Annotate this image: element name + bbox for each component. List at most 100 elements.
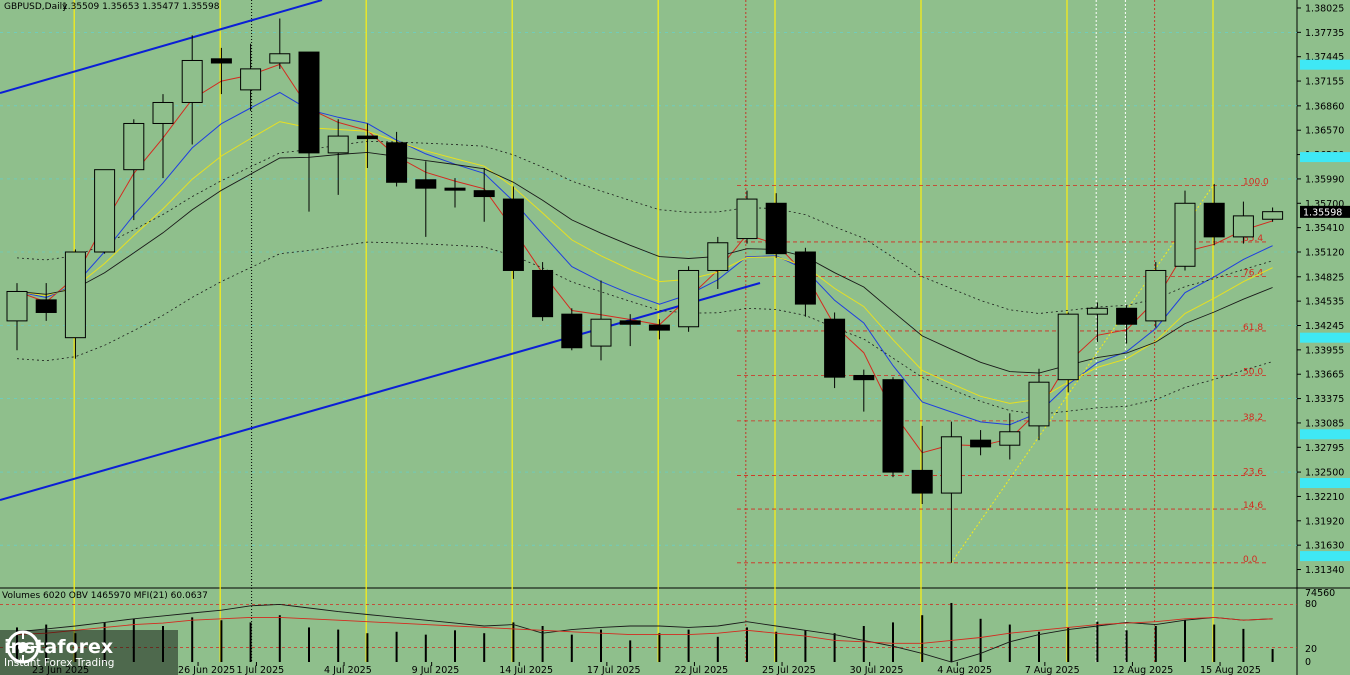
- symbol-label: GBPUSD,Daily: [4, 2, 68, 12]
- bear-candle: [444, 187, 466, 191]
- y-tick-label: 1.35990: [1305, 174, 1344, 185]
- bull-candle: [1262, 211, 1284, 220]
- x-tick-label: 17 Jul 2025: [587, 665, 641, 675]
- bull-candle: [152, 101, 174, 124]
- fib-level-label: 14.6: [1243, 501, 1263, 511]
- ema-yellow-line: [16, 121, 1273, 404]
- bull-candle: [123, 122, 145, 171]
- bear-candle: [473, 190, 495, 198]
- bear-candle: [853, 374, 875, 381]
- fib-level-label: 85.4: [1243, 234, 1263, 244]
- obv-line: [16, 603, 1273, 663]
- bear-candle: [356, 135, 378, 140]
- watermark-brand: instaforex: [4, 635, 114, 658]
- bear-candle: [386, 142, 408, 183]
- x-tick-label: 4 Jul 2025: [324, 665, 372, 675]
- channel-upper-line: [0, 0, 323, 94]
- y-tick-label: 1.32210: [1305, 492, 1344, 503]
- vertical-markers-layer: [73, 0, 1214, 662]
- ema-blue-line: [16, 91, 1273, 426]
- bull-candle: [181, 59, 203, 103]
- bull-candle: [327, 135, 349, 154]
- bear-candle: [561, 313, 583, 349]
- indicator-tick-label: 0: [1305, 657, 1311, 668]
- fib-level-label: 0.0: [1243, 555, 1258, 565]
- bear-candle: [35, 299, 57, 313]
- envelope-upper-line: [16, 140, 1273, 314]
- bear-candle: [619, 320, 641, 325]
- x-tick-label: 30 Jul 2025: [850, 665, 904, 675]
- y-tick-label: 1.34535: [1305, 297, 1344, 308]
- indicator-label: Volumes 6020 OBV 1465970 MFI(21) 60.0637: [2, 591, 208, 601]
- x-tick-label: 9 Jul 2025: [412, 665, 460, 675]
- bear-candle: [648, 324, 670, 331]
- price-level-tag: [1300, 59, 1350, 70]
- y-tick-label: 1.33375: [1305, 394, 1344, 405]
- y-tick-label: 1.31630: [1305, 541, 1344, 552]
- bear-candle: [911, 469, 933, 494]
- y-tick-label: 1.32500: [1305, 468, 1344, 479]
- x-tick-label: 14 Jul 2025: [499, 665, 553, 675]
- bull-candle: [999, 431, 1021, 446]
- y-tick-label: 1.36860: [1305, 101, 1344, 112]
- bull-candle: [707, 242, 729, 271]
- bear-candle: [970, 439, 992, 448]
- x-tick-label: 26 Jun 2025: [178, 665, 235, 675]
- price-level-tag: [1300, 152, 1350, 163]
- ma-black-line: [16, 151, 1273, 374]
- bear-candle: [882, 379, 904, 473]
- bear-candle: [765, 202, 787, 255]
- y-tick-label: 1.34245: [1305, 321, 1344, 332]
- fib-level-label: 61.8: [1243, 323, 1263, 333]
- bear-candle: [1203, 202, 1225, 238]
- candles-layer: [6, 18, 1284, 563]
- bear-candle: [415, 179, 437, 189]
- bull-candle: [269, 53, 291, 64]
- y-tick-label: 1.35120: [1305, 248, 1344, 259]
- x-tick-label: 22 Jul 2025: [674, 665, 728, 675]
- y-tick-label: 1.38025: [1305, 3, 1344, 14]
- bear-candle: [794, 251, 816, 305]
- bull-candle: [590, 318, 612, 347]
- y-tick-label: 1.32795: [1305, 443, 1344, 454]
- price-level-tag: [1300, 332, 1350, 343]
- fib-level-label: 23.6: [1243, 467, 1263, 477]
- fib-level-label: 76.4: [1243, 268, 1263, 278]
- fib-level-label: 50.0: [1243, 367, 1263, 377]
- y-tick-label: 1.37735: [1305, 28, 1344, 39]
- bull-candle: [940, 436, 962, 494]
- bull-candle: [1232, 215, 1254, 238]
- x-tick-label: 7 Aug 2025: [1025, 665, 1080, 675]
- y-tick-label: 1.33955: [1305, 345, 1344, 356]
- indicator-tick-label: 80: [1305, 599, 1317, 610]
- channel-lower-line: [0, 282, 761, 501]
- brand-watermark: instaforex Instant Forex Trading: [0, 630, 178, 675]
- x-tick-label: 4 Aug 2025: [937, 665, 992, 675]
- x-tick-label: 15 Aug 2025: [1200, 665, 1261, 675]
- bear-candle: [210, 58, 232, 64]
- bull-candle: [6, 290, 28, 322]
- bull-candle: [64, 251, 86, 339]
- x-tick-label: 25 Jul 2025: [762, 665, 816, 675]
- x-tick-label: 23 Jun 2025: [32, 665, 89, 675]
- y-tick-label: 1.37155: [1305, 77, 1344, 88]
- bull-candle: [736, 198, 758, 240]
- current-price-tag: [1300, 205, 1350, 218]
- bull-candle: [1174, 202, 1196, 267]
- y-tick-label: 1.36570: [1305, 126, 1344, 137]
- bull-candle: [94, 169, 116, 253]
- y-tick-label: 1.37445: [1305, 52, 1344, 63]
- bull-candle: [1057, 313, 1079, 381]
- bear-candle: [1116, 307, 1138, 325]
- bear-candle: [824, 318, 846, 378]
- bear-candle: [298, 51, 320, 154]
- bear-candle: [502, 198, 524, 271]
- x-tick-label: 1 Jul 2025: [236, 665, 284, 675]
- y-tick-label: 1.33665: [1305, 370, 1344, 381]
- y-tick-label: 1.35700: [1305, 199, 1344, 210]
- bull-candle: [240, 68, 262, 91]
- instaforex-logo-icon: [6, 630, 40, 664]
- mfi-line: [16, 616, 1273, 644]
